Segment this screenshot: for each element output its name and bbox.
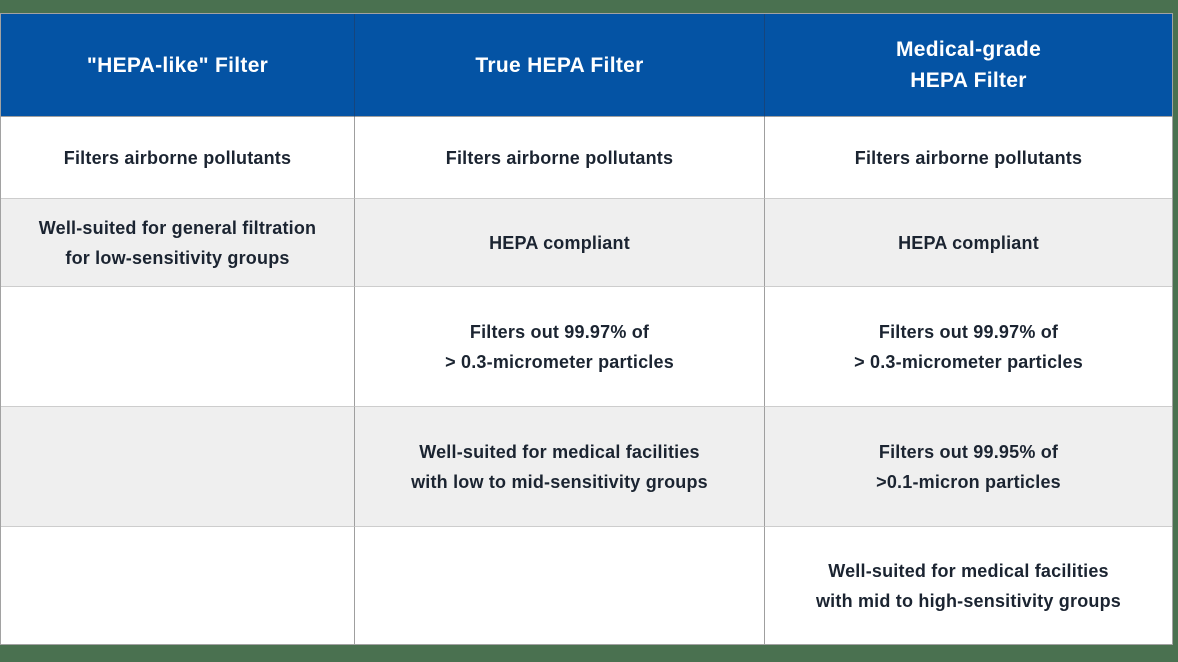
- table-cell: Filters out 99.95% of >0.1-micron partic…: [765, 407, 1172, 527]
- table-cell: Filters airborne pollutants: [1, 117, 355, 199]
- table-cell: Filters airborne pollutants: [355, 117, 765, 199]
- column-header-hepa-like-filter: "HEPA-like" Filter: [1, 14, 355, 117]
- table-cell: Filters out 99.97% of > 0.3-micrometer p…: [355, 287, 765, 407]
- column-header-medical-grade-hepa-filter: Medical-grade HEPA Filter: [765, 14, 1172, 117]
- table-cell: Well-suited for medical facilities with …: [355, 407, 765, 527]
- table-cell: Filters airborne pollutants: [765, 117, 1172, 199]
- table-cell-empty: [1, 287, 355, 407]
- table-cell-empty: [1, 407, 355, 527]
- table-cell-empty: [1, 527, 355, 644]
- table-cell: HEPA compliant: [355, 199, 765, 287]
- table-cell: Well-suited for general filtration for l…: [1, 199, 355, 287]
- column-header-true-hepa-filter: True HEPA Filter: [355, 14, 765, 117]
- hepa-filter-comparison-table: "HEPA-like" Filter True HEPA Filter Medi…: [0, 13, 1173, 645]
- table-cell-empty: [355, 527, 765, 644]
- table-cell: HEPA compliant: [765, 199, 1172, 287]
- table-cell: Filters out 99.97% of > 0.3-micrometer p…: [765, 287, 1172, 407]
- table-cell: Well-suited for medical facilities with …: [765, 527, 1172, 644]
